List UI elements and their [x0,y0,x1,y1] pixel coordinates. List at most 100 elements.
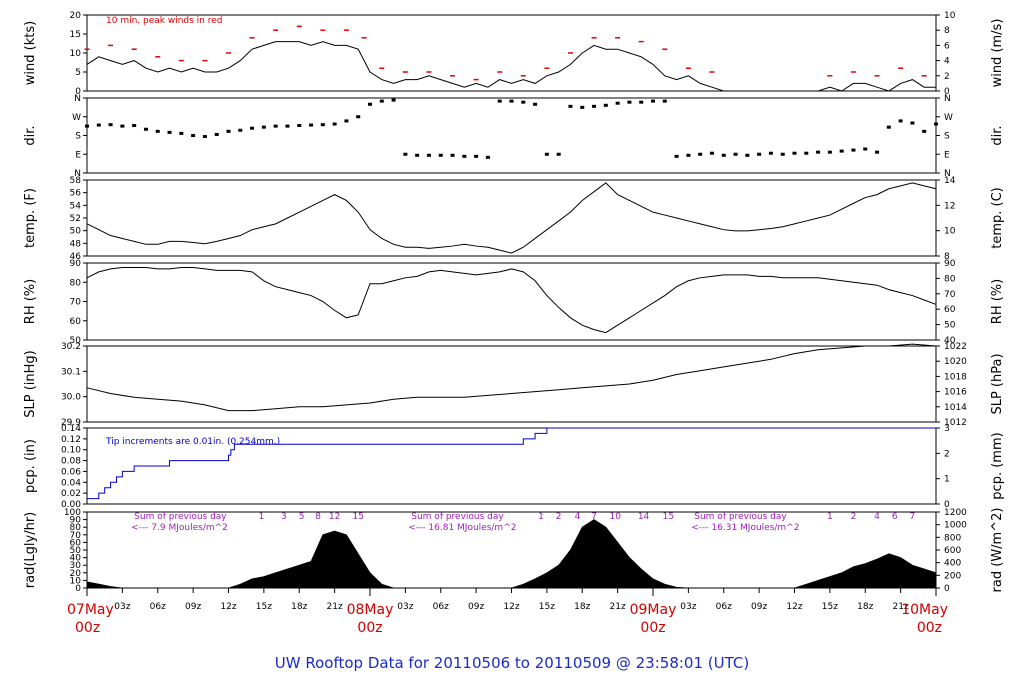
pcp-annotation: Tip increments are 0.01in. (0.254mm.) [105,437,280,447]
rh-left-tick: 50 [70,336,82,346]
dir-right-tick: E [944,150,950,160]
rad-hour-marker: 6 [892,512,898,522]
dir-point [851,148,856,152]
dir-point [356,115,361,119]
dir-point [497,99,502,103]
dir-point [155,129,160,133]
dir-point [674,154,679,158]
rh-right-tick: 80 [944,274,956,284]
temp-right-tick: 10 [944,227,956,237]
x-hour-label: 15z [539,602,555,612]
dir-point [910,121,915,125]
rh-left-tick: 80 [70,278,82,288]
chart-title: UW Rooftop Data for 20110506 to 20110509… [275,654,749,672]
rad-hour-marker: 3 [281,512,287,522]
dir-point [721,153,726,157]
dir-right-tick: W [944,113,953,123]
pcp-left-tick: 0.02 [61,489,81,499]
dir-point [132,124,137,127]
rad-hour-marker: 1 [827,512,833,522]
x-hour-label: 03z [397,602,413,612]
pcp-right-tick: 1 [944,475,950,485]
dir-point [332,122,337,126]
rh-ylabel-right: RH (%) [990,279,1005,324]
rad-hour-marker: 2 [556,512,562,522]
rad-left-tick: 50 [70,546,82,556]
dir-point [261,125,266,129]
pcp-left-tick: 0.06 [61,467,81,477]
rh-left-tick: 60 [70,317,82,327]
dir-point [615,101,620,105]
x-hour-label: 21z [327,602,343,612]
slp-left-tick: 30.2 [61,342,81,352]
rad-hour-marker: 8 [315,512,321,522]
wind-frame [86,14,937,92]
wind-left-tick: 10 [70,49,82,59]
rad-left-tick: 40 [70,554,82,564]
dir-point [768,151,773,155]
pcp-right-tick: 3 [944,424,950,434]
wind-left-tick: 5 [75,68,81,78]
temp-ylabel-left: temp. (F) [23,188,38,248]
rh-right-tick: 90 [944,259,956,269]
dir-point [886,125,891,129]
x-hour-label: 15z [256,602,272,612]
dir-point [816,150,821,154]
x-hour-label: 15z [822,602,838,612]
dir-point [415,153,420,157]
x-hour-label: 18z [857,602,873,612]
x-hour-label: 12z [220,602,236,612]
dir-point [651,99,655,103]
dir-point [745,153,750,157]
temp-left-tick: 52 [70,214,81,224]
dir-point [238,128,243,132]
x-hour-label: 21z [610,602,626,612]
dir-point [934,122,938,126]
rad-ylabel-right: rad (W/m^2) [990,508,1005,593]
wind-ylabel-right: wind (m/s) [990,19,1005,88]
x-date-time: 00z [640,620,665,636]
dir-point [462,154,467,158]
dir-left-tick: E [75,150,81,160]
wind-annotation: 10 min. peak winds in red [106,16,223,26]
dir-point [509,99,514,103]
slp-right-tick: 1014 [944,403,967,413]
temp-left-tick: 54 [70,201,82,211]
dir-point [733,152,738,156]
dir-point [780,152,785,156]
dir-point [592,104,597,108]
slp-line [86,343,937,412]
slp-ylabel-right: SLP (hPa) [990,353,1005,414]
dir-point [85,124,89,128]
rad-right-tick: 0 [944,584,950,594]
temp-left-tick: 46 [70,252,82,262]
dir-point [250,126,255,130]
pcp-panel: 0.000.020.040.060.080.100.120.14 0 1 2 3 pcp.… [23,424,1005,510]
wind-right-tick: 2 [944,72,950,82]
x-date-label: 07May [67,602,114,618]
slp-left-tick: 30.1 [61,367,81,377]
rad-left-tick: 90 [70,516,82,526]
slp-right-tick: 1018 [944,372,967,382]
rh-left-tick: 90 [70,259,82,269]
rad-right-tick: 1000 [944,521,967,531]
dir-point [96,123,101,127]
dir-point [533,102,538,106]
temp-right-tick: 12 [944,201,955,211]
rh-right-tick: 50 [944,321,956,331]
temp-left-tick: 58 [70,176,82,186]
rad-left-tick: 80 [70,523,82,533]
rad-hour-marker: 10 [610,512,622,522]
x-hour-label: 09z [185,602,201,612]
x-hour-label: 06z [716,602,732,612]
dir-point [804,151,809,155]
x-hour-label: 12z [786,602,802,612]
pcp-left-tick: 0.04 [61,478,81,488]
dir-point [627,100,632,104]
pcp-left-tick: 0.00 [61,500,81,510]
dir-point [863,147,868,151]
x-hour-label: 18z [574,602,590,612]
wind-left-tick: 20 [70,11,82,21]
